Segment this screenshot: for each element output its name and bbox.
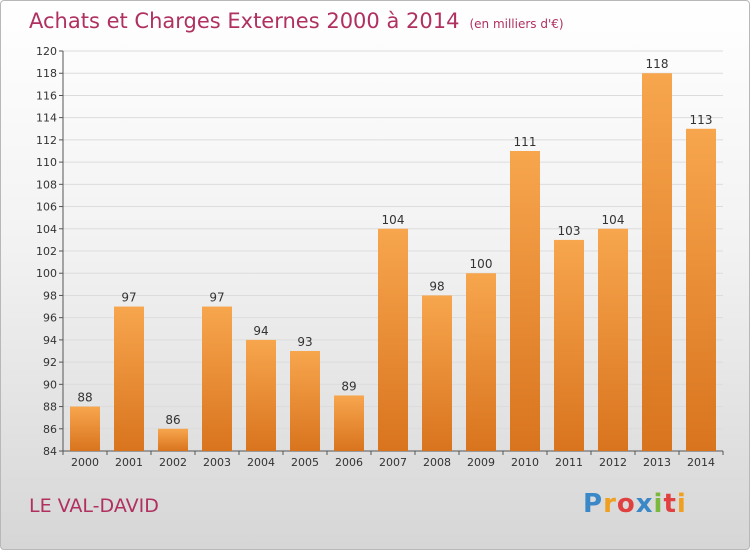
data-label-2004: 94 [253,324,268,338]
bar-2013 [642,73,672,451]
y-tick-label: 110 [36,156,57,169]
data-label-2013: 118 [646,57,669,71]
y-tick-label: 102 [36,245,57,258]
data-label-2000: 88 [77,391,92,405]
logo-letter: o [616,489,636,519]
commune-name: LE VAL-DAVID [29,495,159,517]
x-tick-label: 2000 [71,456,99,469]
x-tick-label: 2009 [467,456,495,469]
y-tick-label: 86 [43,423,57,436]
bar-2006 [334,395,364,451]
x-tick-label: 2008 [423,456,451,469]
data-label-2011: 103 [558,224,581,238]
proxiti-logo: Proxiti [583,489,687,519]
x-tick-label: 2001 [115,456,143,469]
x-tick-label: 2004 [247,456,275,469]
chart-title-text: Achats et Charges Externes 2000 à 2014 [29,9,460,33]
y-tick-label: 88 [43,401,57,414]
x-tick-label: 2013 [643,456,671,469]
bar-2008 [422,295,452,451]
bar-2004 [246,339,276,451]
x-tick-label: 2011 [555,456,583,469]
x-tick-label: 2014 [687,456,715,469]
bar-2000 [70,406,100,451]
data-labels: 88 97 86 97 94 93 89 104 98 100 111 103 104 118 113 [77,57,712,427]
bar-2009 [466,273,496,451]
y-tick-label: 90 [43,378,57,391]
y-tick-label: 112 [36,134,57,147]
bar-2011 [554,239,584,451]
x-tick-label: 2006 [335,456,363,469]
y-tick-label: 104 [36,223,57,236]
data-label-2007: 104 [382,213,405,227]
y-tick-label: 116 [36,89,57,102]
data-label-2012: 104 [602,213,625,227]
y-tick-label: 96 [43,312,57,325]
x-tick-label: 2007 [379,456,407,469]
data-label-2001: 97 [121,291,136,305]
data-label-2003: 97 [209,291,224,305]
y-tick-label: 98 [43,289,57,302]
chart-subtitle: (en milliers d'€) [469,17,564,31]
bar-2012 [598,228,628,451]
data-label-2002: 86 [165,413,180,427]
x-tick-label: 2003 [203,456,231,469]
bar-2005 [290,351,320,451]
bars [70,73,716,451]
logo-letter: P [583,489,604,519]
y-tick-label: 100 [36,267,57,280]
bar-2001 [114,306,144,451]
y-tick-label: 108 [36,178,57,191]
bar-2014 [686,128,716,451]
x-tick-label: 2010 [511,456,539,469]
y-tick-label: 84 [43,445,57,458]
data-label-2006: 89 [341,379,356,393]
data-label-2009: 100 [470,257,493,271]
y-tick-label: 120 [36,45,57,58]
y-tick-label: 106 [36,201,57,214]
logo-letter: x [635,489,654,519]
chart-title: Achats et Charges Externes 2000 à 2014 (e… [29,9,564,33]
y-tick-label: 118 [36,67,57,80]
x-tick-label: 2005 [291,456,319,469]
bar-2002 [158,428,188,451]
bar-2007 [378,228,408,451]
axes: 84 86 88 90 92 94 96 98 100 102 104 106 108 110 112 114… [36,45,724,469]
bar-2003 [202,306,232,451]
data-label-2010: 111 [514,135,537,149]
logo-letter: t [663,489,677,519]
x-tick-label: 2012 [599,456,627,469]
data-label-2005: 93 [297,335,312,349]
logo-letter: i [676,489,687,519]
data-label-2008: 98 [429,279,444,293]
data-label-2014: 113 [690,113,713,127]
bar-2010 [510,151,540,451]
y-tick-label: 114 [36,112,57,125]
y-tick-label: 92 [43,356,57,369]
x-tick-label: 2002 [159,456,187,469]
y-tick-label: 94 [43,334,57,347]
logo-letter: i [653,489,664,519]
logo-letter: r [603,489,617,519]
